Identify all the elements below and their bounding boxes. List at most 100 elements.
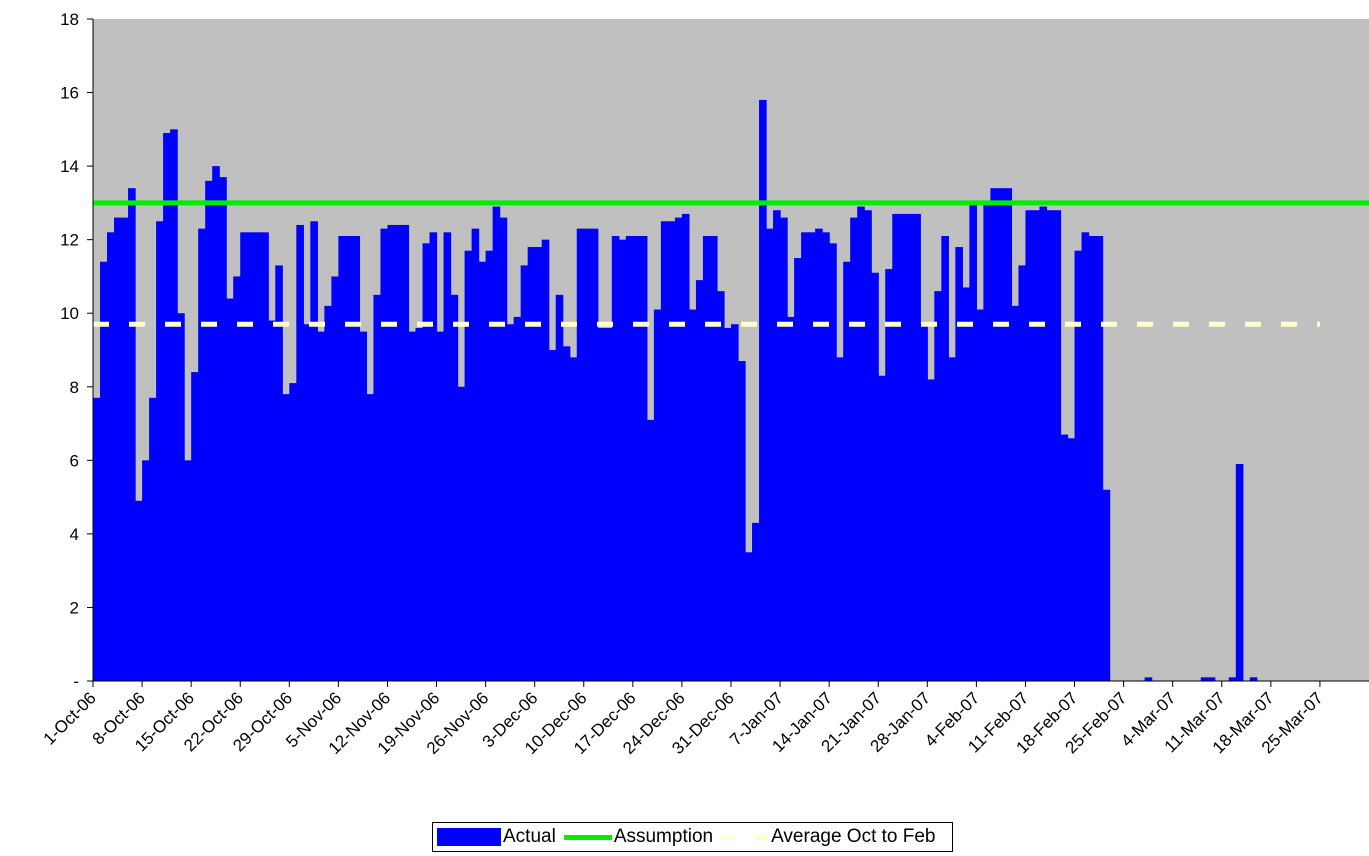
bar (948, 357, 956, 681)
bar (527, 247, 536, 681)
bar (618, 239, 627, 681)
bar (667, 221, 676, 681)
bar (731, 324, 739, 681)
bar (114, 217, 122, 681)
bar (450, 294, 459, 681)
bar (415, 327, 424, 681)
bar (906, 213, 914, 681)
bar (1095, 235, 1104, 681)
bar (170, 129, 178, 682)
legend-item-actual: Actual (437, 826, 560, 848)
bar (1025, 210, 1034, 681)
bar (1207, 677, 1216, 681)
bar (892, 213, 900, 681)
bar (1004, 188, 1013, 681)
bar (569, 357, 578, 681)
bar (597, 327, 606, 681)
bar (485, 250, 494, 681)
x-ticks: 1-Oct-068-Oct-0615-Oct-0622-Oct-0629-Oct… (40, 681, 1327, 758)
y-tick-label: 14 (60, 157, 79, 176)
bar (815, 228, 823, 681)
bar (135, 500, 143, 681)
bar (787, 316, 795, 681)
bar (801, 232, 809, 682)
bar (205, 180, 213, 682)
bar (366, 394, 375, 681)
bar (836, 357, 844, 681)
y-tick-label: 8 (70, 378, 79, 397)
bar (843, 261, 851, 681)
bar (913, 213, 921, 681)
bar (920, 324, 928, 681)
y-tick-label: 18 (60, 10, 79, 29)
bar (759, 99, 767, 681)
bar (639, 235, 648, 681)
bar (380, 228, 389, 681)
bar (955, 247, 963, 681)
bar (660, 221, 669, 681)
bar (646, 419, 655, 681)
bar (1039, 206, 1048, 682)
bar (1074, 250, 1083, 681)
bar (394, 224, 403, 681)
bar (492, 206, 501, 682)
bar (457, 386, 466, 681)
bar (555, 294, 564, 681)
bar (310, 221, 318, 681)
bar (541, 239, 550, 681)
bar (625, 235, 634, 681)
bar (969, 202, 977, 681)
bar (499, 217, 508, 681)
legend-label-assumption: Assumption (613, 826, 714, 847)
bar (408, 331, 417, 681)
bar (752, 522, 760, 681)
bar (674, 217, 683, 681)
bar (1144, 677, 1153, 681)
bar (149, 397, 157, 681)
bar (653, 309, 662, 681)
legend-item-assumption: Assumption (563, 826, 717, 848)
bar (1032, 210, 1041, 681)
bar (723, 327, 732, 681)
bar (562, 346, 571, 681)
bar (282, 394, 290, 681)
bar (709, 235, 718, 681)
bar (254, 232, 262, 682)
bar (226, 298, 234, 681)
bar (794, 258, 802, 681)
bar (927, 379, 935, 681)
bar (899, 213, 907, 681)
bar (576, 228, 585, 681)
actual-bars (93, 99, 1258, 682)
bar (1081, 232, 1090, 682)
bar (429, 232, 438, 682)
legend-label-actual: Actual (503, 826, 556, 847)
bar (1235, 464, 1244, 681)
bar (583, 228, 592, 681)
bar (156, 221, 164, 681)
bar (163, 133, 171, 681)
bar (128, 188, 136, 681)
y-tick-label: 6 (70, 451, 79, 470)
bar (1046, 210, 1055, 681)
bar (471, 228, 480, 681)
bar (997, 188, 1006, 681)
bar (850, 217, 858, 681)
bar (590, 228, 599, 681)
bar (478, 261, 487, 681)
bar (1200, 677, 1209, 681)
bar (513, 316, 522, 681)
bar (983, 202, 992, 681)
bar (548, 350, 557, 681)
bar (934, 291, 942, 681)
y-tick-label: 4 (70, 525, 79, 544)
bar (962, 287, 970, 681)
y-ticks: - 2 4 6 8 10 12 14 16 18 (60, 10, 93, 691)
bar (780, 217, 788, 681)
bar (261, 232, 269, 682)
bar (773, 210, 781, 681)
bar (976, 309, 984, 681)
bar (695, 280, 704, 681)
bar (990, 188, 999, 681)
